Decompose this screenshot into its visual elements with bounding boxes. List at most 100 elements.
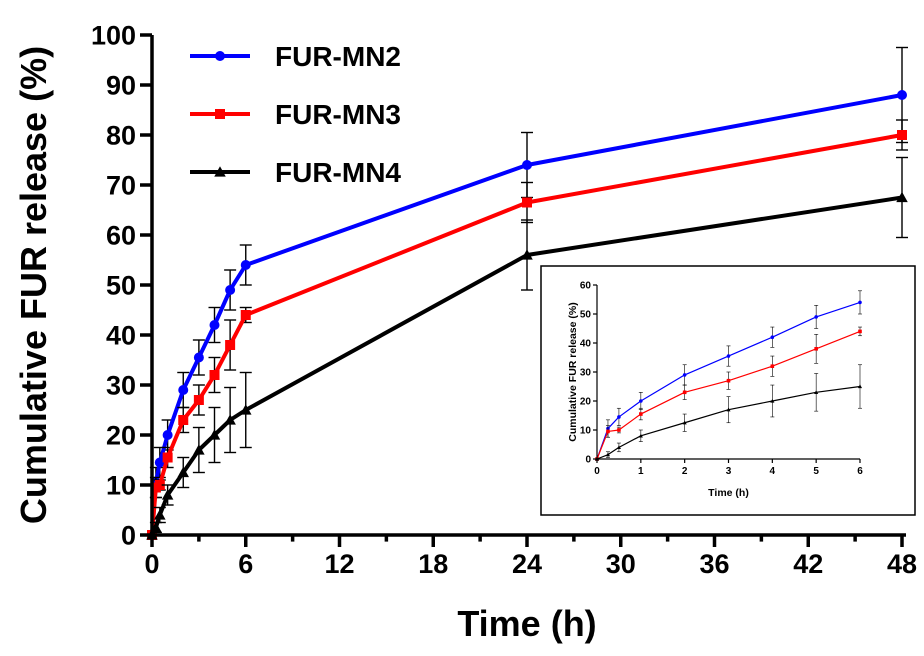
y-tick-label: 100 [91, 20, 136, 50]
inset-data-point [814, 347, 818, 351]
y-tick-label: 90 [106, 70, 136, 100]
inset-data-point [770, 335, 775, 340]
data-point [162, 430, 173, 440]
inset-data-point [726, 407, 731, 412]
inset-y-tick-label: 20 [580, 397, 592, 408]
x-tick-label: 36 [699, 549, 729, 579]
inset-x-tick-label: 2 [682, 466, 688, 477]
inset-data-point [858, 300, 862, 305]
series-3 [146, 156, 908, 540]
legend-label: FUR-MN2 [275, 41, 401, 72]
data-point [177, 466, 189, 478]
inset-data-point [858, 329, 862, 334]
legend-item-2: FUR-MN3 [190, 99, 401, 130]
legend-marker [214, 166, 226, 177]
inset-y-tick-label: 30 [580, 368, 592, 379]
x-tick-label: 6 [238, 549, 253, 579]
data-point [193, 395, 204, 405]
y-tick-label: 80 [106, 120, 136, 150]
y-tick-label: 60 [106, 220, 136, 250]
data-point [178, 385, 189, 395]
data-point [162, 452, 173, 463]
inset-y-tick-label: 50 [580, 310, 592, 321]
inset-y-axis-title: Cumulative FUR release (%) [567, 302, 579, 441]
inset-frame [540, 265, 916, 516]
inset-series-3 [594, 364, 863, 461]
x-tick-label: 0 [144, 549, 159, 579]
inset-data-point [616, 445, 621, 450]
x-tick-label: 48 [887, 549, 917, 579]
inset-data-point [639, 412, 643, 416]
inset-y-tick-label: 40 [580, 339, 592, 350]
data-point [240, 310, 251, 320]
inset-data-point [770, 398, 775, 403]
inset-y-tick-label: 60 [580, 281, 592, 292]
data-point [225, 285, 236, 295]
y-tick-label: 30 [106, 370, 136, 400]
data-point [224, 414, 236, 425]
inset-x-tick-label: 3 [726, 466, 732, 477]
inset-x-tick-label: 6 [857, 466, 863, 477]
inset-data-point [682, 390, 687, 395]
data-point [154, 480, 165, 490]
inset-data-point [638, 433, 643, 438]
data-point [521, 249, 533, 260]
y-tick-label: 40 [106, 320, 136, 350]
x-tick-label: 42 [793, 549, 823, 579]
legend-item-3: FUR-MN4 [190, 157, 401, 188]
inset-data-point [639, 399, 643, 403]
data-point [154, 509, 166, 520]
data-point [240, 404, 252, 415]
inset-data-point [726, 354, 731, 358]
y-tick-label: 10 [106, 470, 136, 500]
inset-data-point [605, 452, 611, 457]
y-tick-label: 0 [121, 520, 136, 550]
y-axis-title: Cumulative FUR release (%) [13, 46, 54, 524]
x-tick-label: 18 [418, 549, 448, 579]
inset-data-point [617, 428, 621, 432]
x-tick-label: 30 [606, 549, 636, 579]
inset-data-point [682, 420, 687, 425]
data-point [522, 160, 532, 170]
y-tick-label: 20 [106, 420, 136, 450]
inset-series-2 [595, 326, 862, 461]
inset-x-tick-label: 5 [813, 466, 819, 477]
data-point [178, 415, 189, 425]
data-point [209, 320, 220, 330]
inset-data-point [617, 415, 621, 419]
inset-data-point [682, 373, 687, 377]
data-point [522, 197, 532, 208]
inset-y-tick-label: 10 [580, 426, 592, 437]
data-point [208, 429, 221, 440]
data-point [193, 444, 205, 455]
series-2 [147, 119, 908, 540]
legend-label: FUR-MN4 [275, 157, 401, 188]
legend-marker [215, 109, 225, 119]
data-point [897, 130, 907, 140]
data-point [209, 370, 220, 380]
x-tick-label: 12 [324, 549, 354, 579]
x-axis-title: Time (h) [457, 603, 596, 644]
x-tick-label: 24 [512, 549, 542, 579]
inset-data-point [726, 378, 731, 383]
inset-plot: 0 10 20 30 40 50 60 0 1 2 3 4 5 6 Time (h) Cumulative F… [540, 265, 916, 516]
legend-marker [215, 51, 225, 61]
inset-x-axis-title: Time (h) [708, 487, 749, 499]
data-point [225, 340, 236, 350]
series-1 [147, 46, 908, 540]
data-point [897, 90, 907, 100]
inset-data-point [814, 390, 819, 394]
y-tick-label: 70 [106, 170, 136, 200]
data-point [240, 260, 251, 270]
data-point [193, 352, 204, 363]
y-tick-label: 50 [106, 270, 136, 300]
data-point [896, 191, 908, 203]
legend-item-1: FUR-MN2 [190, 41, 401, 72]
data-point [161, 489, 174, 500]
inset-data-point [770, 364, 775, 368]
inset-data-point [814, 315, 818, 319]
data-point [154, 457, 165, 468]
